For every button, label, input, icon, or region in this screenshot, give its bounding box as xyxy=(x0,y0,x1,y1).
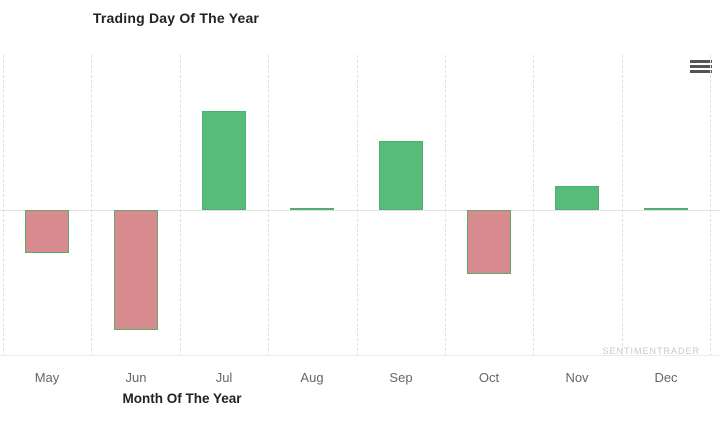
x-tick-label-sep: Sep xyxy=(389,370,413,385)
vertical-gridline xyxy=(710,55,711,356)
vertical-gridline xyxy=(621,55,623,356)
watermark: SENTIMENTRADER xyxy=(602,346,700,356)
x-tick-label-dec: Dec xyxy=(654,370,678,385)
bar-nov[interactable] xyxy=(555,186,599,210)
bar-oct[interactable] xyxy=(467,210,511,274)
x-axis-labels: May Jun Jul Aug Sep Oct Nov Dec xyxy=(0,370,720,386)
hamburger-menu-icon xyxy=(688,60,714,73)
x-tick-label-nov: Nov xyxy=(565,370,589,385)
vertical-gridline xyxy=(444,55,446,356)
bar-may[interactable] xyxy=(25,210,69,253)
bar-sep[interactable] xyxy=(379,141,423,210)
x-axis-line xyxy=(0,355,720,356)
vertical-gridline xyxy=(533,55,535,356)
vertical-gridline xyxy=(356,55,358,356)
bar-jul[interactable] xyxy=(202,111,246,210)
x-tick-label-oct: Oct xyxy=(478,370,500,385)
zero-axis-line xyxy=(0,210,720,211)
x-tick-label-jul: Jul xyxy=(215,370,233,385)
vertical-gridline xyxy=(91,55,93,356)
plot-area xyxy=(0,55,720,356)
vertical-gridline xyxy=(268,55,270,356)
x-axis-title: Month Of The Year xyxy=(122,391,242,406)
bar-aug[interactable] xyxy=(290,208,334,210)
bar-jun[interactable] xyxy=(114,210,158,330)
vertical-gridline xyxy=(3,55,4,356)
x-tick-label-jun: Jun xyxy=(125,370,147,385)
x-tick-label-may: May xyxy=(34,370,60,385)
chart-title: Trading Day Of The Year xyxy=(92,10,260,26)
x-tick-label-aug: Aug xyxy=(300,370,324,385)
chart-context-menu-button[interactable] xyxy=(688,59,714,76)
bar-dec[interactable] xyxy=(644,208,688,210)
vertical-gridline xyxy=(179,55,181,356)
